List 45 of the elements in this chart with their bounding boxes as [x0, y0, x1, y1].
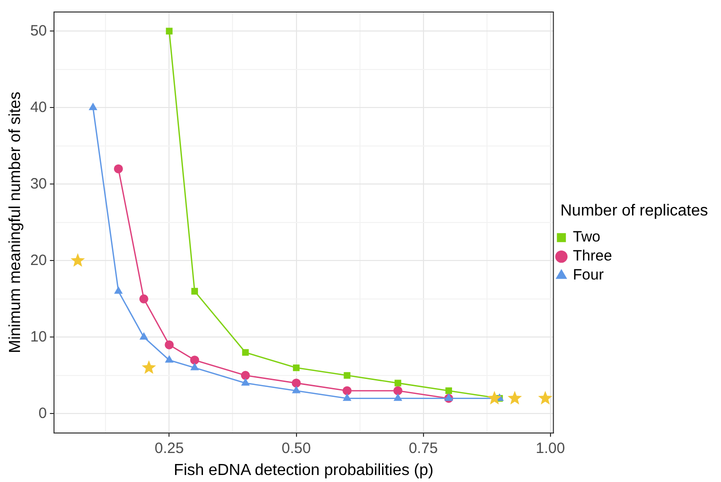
- point: [114, 164, 123, 174]
- x-tick-label: 1.00: [536, 440, 565, 457]
- legend-label: Three: [572, 248, 612, 265]
- x-tick-label: 0.25: [154, 440, 184, 457]
- point: [89, 103, 97, 110]
- point: [508, 390, 522, 404]
- y-tick-label: 40: [30, 98, 47, 116]
- y-tick-label: 30: [30, 175, 47, 192]
- point: [166, 28, 173, 34]
- point: [487, 390, 502, 404]
- y-axis-title: Minimum meaningful number of sites: [7, 92, 24, 354]
- point: [393, 386, 402, 396]
- point: [139, 294, 148, 304]
- point: [538, 390, 552, 404]
- legend-title: Number of replicates: [560, 202, 708, 220]
- y-tick-label: 10: [30, 328, 47, 346]
- y-tick-label: 20: [30, 252, 47, 269]
- point: [114, 286, 122, 294]
- point: [140, 332, 148, 340]
- point: [241, 378, 250, 386]
- point: [190, 356, 200, 365]
- point: [190, 363, 199, 370]
- point: [292, 364, 300, 372]
- y-tick-label: 0: [38, 404, 47, 422]
- point: [342, 386, 352, 396]
- x-tick-label: 0.75: [408, 440, 438, 457]
- point: [240, 370, 250, 380]
- x-axis-title: Fish eDNA detection probabilities (p): [174, 462, 434, 479]
- point: [70, 253, 85, 267]
- legend-label: Four: [572, 266, 604, 284]
- y-tick-label: 50: [30, 22, 47, 40]
- point: [292, 386, 300, 394]
- legend-label: Two: [572, 228, 600, 246]
- point: [165, 356, 174, 363]
- point: [142, 360, 156, 374]
- point: [343, 394, 352, 401]
- point: [292, 378, 301, 388]
- point: [394, 380, 402, 386]
- x-tick-label: 0.50: [282, 440, 311, 457]
- point: [164, 340, 174, 350]
- point: [242, 349, 249, 356]
- point: [394, 394, 402, 401]
- point: [344, 372, 350, 379]
- point: [445, 387, 452, 394]
- point: [191, 288, 198, 295]
